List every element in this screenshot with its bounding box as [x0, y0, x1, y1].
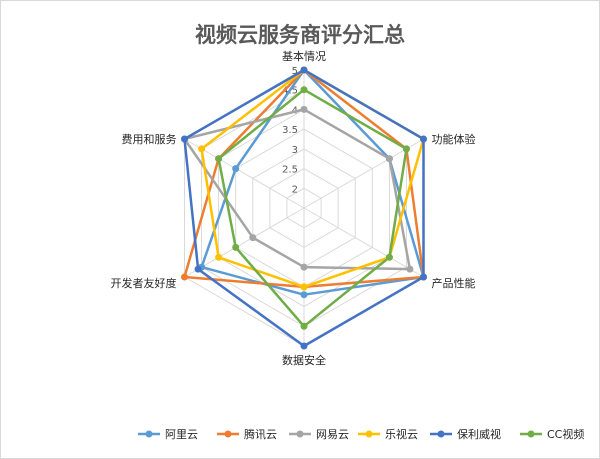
- category-label: 产品性能: [432, 276, 476, 290]
- legend-item: 网易云: [289, 428, 349, 441]
- data-point: [181, 273, 188, 281]
- legend-label: 腾讯云: [244, 427, 277, 441]
- legend-label: CC视频: [547, 427, 584, 441]
- legend-label: 保利威视: [457, 427, 501, 441]
- category-label: 数据安全: [282, 353, 326, 367]
- legend-label: 乐视云: [385, 427, 418, 441]
- legend-label: 网易云: [316, 428, 349, 441]
- legend-item: 乐视云: [358, 427, 418, 441]
- data-point: [232, 165, 240, 173]
- data-point: [215, 155, 223, 163]
- series-line: [200, 68, 425, 296]
- data-point: [300, 263, 308, 271]
- data-point: [420, 135, 427, 143]
- data-point: [385, 155, 393, 163]
- tick-label: 3.5: [282, 125, 298, 136]
- data-point: [300, 66, 308, 74]
- series-layer: [181, 66, 427, 350]
- data-point: [300, 105, 308, 113]
- tick-label: 3: [292, 145, 298, 156]
- legend-label: 阿里云: [165, 428, 198, 441]
- data-point: [402, 145, 410, 153]
- data-point: [215, 253, 223, 261]
- legend-marker: [296, 430, 304, 438]
- category-label: 功能体验: [432, 132, 476, 146]
- legend-item: 保利威视: [430, 427, 501, 441]
- data-point: [198, 145, 206, 153]
- data-point: [300, 322, 308, 330]
- data-point: [420, 273, 427, 281]
- legend-marker: [224, 430, 232, 438]
- legend-item: 阿里云: [138, 428, 198, 441]
- data-point: [300, 291, 308, 299]
- legend-marker: [365, 430, 373, 438]
- data-point: [300, 86, 308, 94]
- category-label: 费用和服务: [122, 133, 177, 146]
- data-point: [249, 234, 257, 242]
- series-line: [217, 88, 408, 328]
- data-point: [300, 283, 308, 291]
- data-point: [385, 253, 393, 261]
- data-point: [181, 135, 188, 143]
- data-point: [232, 243, 240, 251]
- legend-marker: [527, 430, 535, 438]
- data-point: [300, 342, 308, 350]
- grid-spoke: [303, 207, 424, 278]
- legend-marker: [145, 430, 153, 438]
- data-point: [194, 265, 202, 273]
- category-label: 基本情况: [282, 49, 326, 63]
- tick-label: 2.5: [282, 165, 298, 176]
- series-4: [181, 66, 427, 350]
- tick-label: 2: [292, 184, 298, 195]
- tick-label: 5: [292, 66, 298, 77]
- legend: 阿里云 腾讯云 网易云 乐视云 保利威视 CC视频: [138, 427, 584, 441]
- legend-item: CC视频: [520, 427, 584, 441]
- chart-title: 视频云服务商评分汇总: [195, 22, 405, 47]
- category-label: 开发者友好度: [111, 276, 177, 290]
- legend-marker: [437, 430, 445, 438]
- series-5: [215, 86, 410, 330]
- legend-item: 腾讯云: [217, 427, 277, 441]
- data-point: [406, 265, 414, 273]
